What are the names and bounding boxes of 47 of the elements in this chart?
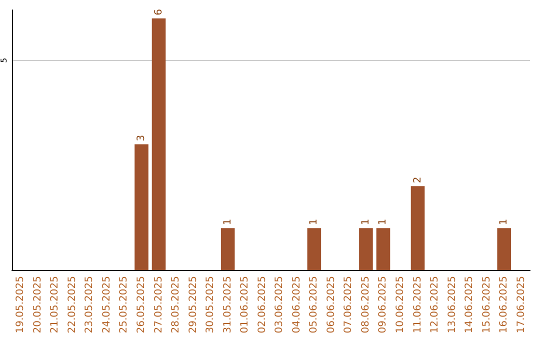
x-tick-label: 12.06.2025 (430, 276, 441, 334)
x-tick-label: 21.05.2025 (50, 276, 61, 334)
x-tick-label: 10.06.2025 (395, 276, 406, 334)
data-label: 1 (378, 218, 389, 226)
bar (152, 18, 166, 270)
x-tick-label: 05.06.2025 (308, 276, 320, 334)
bar (134, 144, 148, 270)
data-label: 3 (136, 134, 147, 142)
x-tick-label: 25.05.2025 (118, 276, 130, 334)
data-label: 1 (498, 218, 510, 226)
x-tick-label: 07.06.2025 (343, 276, 354, 334)
bar (376, 228, 390, 270)
data-label: 6 (153, 9, 164, 16)
data-label: 1 (308, 218, 320, 226)
x-tick-label: 20.05.2025 (32, 276, 44, 334)
data-label: 1 (222, 218, 234, 226)
x-tick-label: 01.06.2025 (240, 276, 251, 334)
x-tick-label: 14.06.2025 (464, 276, 476, 334)
bar (359, 228, 373, 270)
x-tick-label: 29.05.2025 (188, 276, 199, 334)
x-tick-label: 28.05.2025 (170, 276, 182, 334)
x-tick-label: 17.06.2025 (516, 276, 527, 334)
x-tick-label: 27.05.2025 (153, 276, 164, 334)
bar (307, 228, 322, 270)
x-tick-label: 15.06.2025 (481, 276, 492, 334)
y-tick-label: 5 (0, 58, 8, 63)
bar (410, 186, 425, 270)
x-tick-label: 13.06.2025 (446, 276, 458, 334)
x-tick-label: 30.05.2025 (205, 276, 216, 334)
x-tick-label: 31.05.2025 (222, 276, 234, 334)
x-tick-label: 26.05.2025 (136, 276, 147, 334)
x-tick-label: 08.06.2025 (360, 276, 372, 334)
x-tick-label: 11.06.2025 (412, 276, 424, 334)
x-tick-label: 16.06.2025 (498, 276, 510, 334)
x-tick-label: 23.05.2025 (84, 276, 96, 334)
x-tick-label: 02.06.2025 (256, 276, 268, 334)
x-tick-label: 19.05.2025 (15, 276, 26, 334)
x-tick-label: 04.06.2025 (291, 276, 302, 334)
bar (497, 228, 512, 270)
x-tick-label: 06.06.2025 (326, 276, 337, 334)
data-label: 1 (360, 218, 372, 226)
x-tick-label: 24.05.2025 (101, 276, 112, 334)
x-tick-label: 09.06.2025 (378, 276, 389, 334)
x-tick-label: 03.06.2025 (274, 276, 286, 334)
data-label: 2 (412, 176, 424, 184)
x-tick-label: 22.05.2025 (66, 276, 78, 334)
bar (220, 228, 235, 270)
